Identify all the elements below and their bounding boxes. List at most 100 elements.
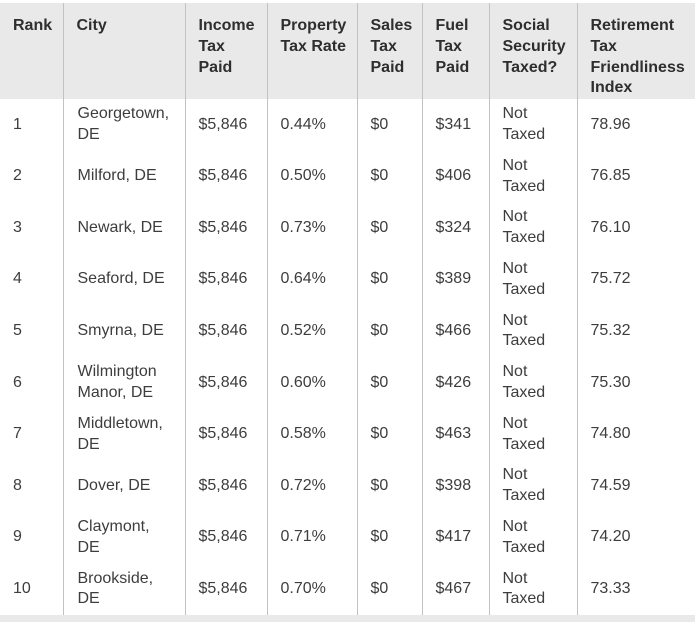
cell-property-tax-rate: 0.52% [267, 305, 358, 358]
cell-city: Smyrna, DE [63, 305, 186, 358]
city-label: Dover, DE [77, 476, 151, 494]
cell-social-security-taxed: Not Taxed [489, 357, 578, 409]
cell-social-security-taxed: Not Taxed [489, 150, 578, 203]
cell-social-security-taxed: Not Taxed [489, 460, 578, 512]
city-label: Middletown, DE [77, 414, 163, 453]
cell-income-tax-paid: $5,846 [185, 408, 268, 461]
table-row: 9 Claymont, DE $5,846 0.71% $0 $417 Not … [0, 511, 695, 564]
table-row: 6 Wilmington Manor, DE $5,846 0.60% $0 $… [0, 357, 695, 409]
cell-city: Dover, DE [63, 460, 186, 512]
cell-income-tax-paid: $5,846 [185, 511, 268, 564]
table-row: 1 Georgetown, DE $5,846 0.44% $0 $341 No… [0, 99, 695, 151]
cell-retirement-index: 74.59 [577, 460, 695, 512]
cell-retirement-index: 78.96 [577, 99, 695, 151]
cell-city: Seaford, DE [63, 253, 186, 306]
city-label: Brookside, DE [77, 569, 154, 608]
cell-income-tax-paid: $5,846 [185, 357, 268, 409]
cell-social-security-taxed: Not Taxed [489, 511, 578, 564]
cell-fuel-tax-paid: $406 [422, 150, 490, 203]
cell-property-tax-rate: 0.50% [267, 150, 358, 203]
city-label: Smyrna, DE [77, 321, 164, 339]
column-header-rank: Rank [0, 3, 64, 100]
column-header-fuel-tax-paid: Fuel Tax Paid [422, 3, 490, 100]
cell-social-security-taxed: Not Taxed [489, 202, 578, 254]
cell-retirement-index: 75.32 [577, 305, 695, 358]
column-header-retirement-index: Retirement Tax Friendliness Index [577, 3, 695, 100]
cell-fuel-tax-paid: $466 [422, 305, 490, 358]
cell-property-tax-rate: 0.73% [267, 202, 358, 254]
cell-fuel-tax-paid: $324 [422, 202, 490, 254]
cell-fuel-tax-paid: $398 [422, 460, 490, 512]
cell-retirement-index: 75.30 [577, 357, 695, 409]
city-label: Claymont, DE [77, 517, 150, 556]
table-row: 7 Middletown, DE $5,846 0.58% $0 $463 No… [0, 408, 695, 461]
cell-income-tax-paid: $5,846 [185, 305, 268, 358]
cell-social-security-taxed: Not Taxed [489, 305, 578, 358]
cell-fuel-tax-paid: $426 [422, 357, 490, 409]
cell-retirement-index: 74.80 [577, 408, 695, 461]
city-label: Seaford, DE [77, 270, 165, 288]
cell-sales-tax-paid: $0 [357, 408, 423, 461]
table-body: 1 Georgetown, DE $5,846 0.44% $0 $341 No… [0, 99, 695, 616]
cell-rank: 3 [0, 202, 64, 254]
cell-sales-tax-paid: $0 [357, 99, 423, 151]
column-header-income-tax-paid: Income Tax Paid [185, 3, 268, 100]
cell-income-tax-paid: $5,846 [185, 150, 268, 203]
cell-city: Georgetown, DE [63, 99, 186, 151]
cell-rank: 10 [0, 563, 64, 616]
cell-social-security-taxed: Not Taxed [489, 99, 578, 151]
cell-city: Wilmington Manor, DE [63, 357, 186, 409]
cell-fuel-tax-paid: $417 [422, 511, 490, 564]
cell-social-security-taxed: Not Taxed [489, 408, 578, 461]
cell-retirement-index: 74.20 [577, 511, 695, 564]
cell-rank: 6 [0, 357, 64, 409]
table-header: Rank City Income Tax Paid Property Tax R… [0, 3, 695, 100]
city-label: Georgetown, DE [77, 105, 170, 143]
cell-property-tax-rate: 0.44% [267, 99, 358, 151]
cell-property-tax-rate: 0.72% [267, 460, 358, 512]
header-row: Rank City Income Tax Paid Property Tax R… [0, 3, 695, 100]
table-row: 10 Brookside, DE $5,846 0.70% $0 $467 No… [0, 563, 695, 616]
column-header-sales-tax-paid: Sales Tax Paid [357, 3, 423, 100]
cell-sales-tax-paid: $0 [357, 253, 423, 306]
cell-sales-tax-paid: $0 [357, 357, 423, 409]
cell-retirement-index: 73.33 [577, 563, 695, 616]
cell-sales-tax-paid: $0 [357, 511, 423, 564]
cell-city: Newark, DE [63, 202, 186, 254]
cell-rank: 8 [0, 460, 64, 512]
cell-income-tax-paid: $5,846 [185, 460, 268, 512]
cell-property-tax-rate: 0.64% [267, 253, 358, 306]
cell-sales-tax-paid: $0 [357, 305, 423, 358]
cell-sales-tax-paid: $0 [357, 150, 423, 203]
column-header-property-tax-rate: Property Tax Rate [267, 3, 358, 100]
bottom-strip [0, 615, 695, 622]
city-label: Milford, DE [77, 167, 157, 185]
column-header-social-security-taxed: Social Security Taxed? [489, 3, 578, 100]
cell-rank: 2 [0, 150, 64, 203]
table-row: 5 Smyrna, DE $5,846 0.52% $0 $466 Not Ta… [0, 305, 695, 358]
table-row: 4 Seaford, DE $5,846 0.64% $0 $389 Not T… [0, 253, 695, 306]
cell-income-tax-paid: $5,846 [185, 202, 268, 254]
cell-social-security-taxed: Not Taxed [489, 253, 578, 306]
column-header-city: City [63, 3, 186, 100]
retirement-tax-friendliness-table: Rank City Income Tax Paid Property Tax R… [0, 3, 695, 616]
cell-income-tax-paid: $5,846 [185, 99, 268, 151]
cell-property-tax-rate: 0.60% [267, 357, 358, 409]
cell-retirement-index: 75.72 [577, 253, 695, 306]
cell-rank: 1 [0, 99, 64, 151]
cell-property-tax-rate: 0.71% [267, 511, 358, 564]
cell-sales-tax-paid: $0 [357, 460, 423, 512]
cell-fuel-tax-paid: $463 [422, 408, 490, 461]
city-label: Wilmington Manor, DE [77, 363, 157, 401]
cell-property-tax-rate: 0.70% [267, 563, 358, 616]
cell-sales-tax-paid: $0 [357, 202, 423, 254]
cell-city: Claymont, DE [63, 511, 186, 564]
cell-rank: 5 [0, 305, 64, 358]
cell-income-tax-paid: $5,846 [185, 563, 268, 616]
city-label: Newark, DE [77, 218, 163, 236]
table-row: 2 Milford, DE $5,846 0.50% $0 $406 Not T… [0, 150, 695, 203]
cell-fuel-tax-paid: $341 [422, 99, 490, 151]
cell-income-tax-paid: $5,846 [185, 253, 268, 306]
cell-rank: 4 [0, 253, 64, 306]
